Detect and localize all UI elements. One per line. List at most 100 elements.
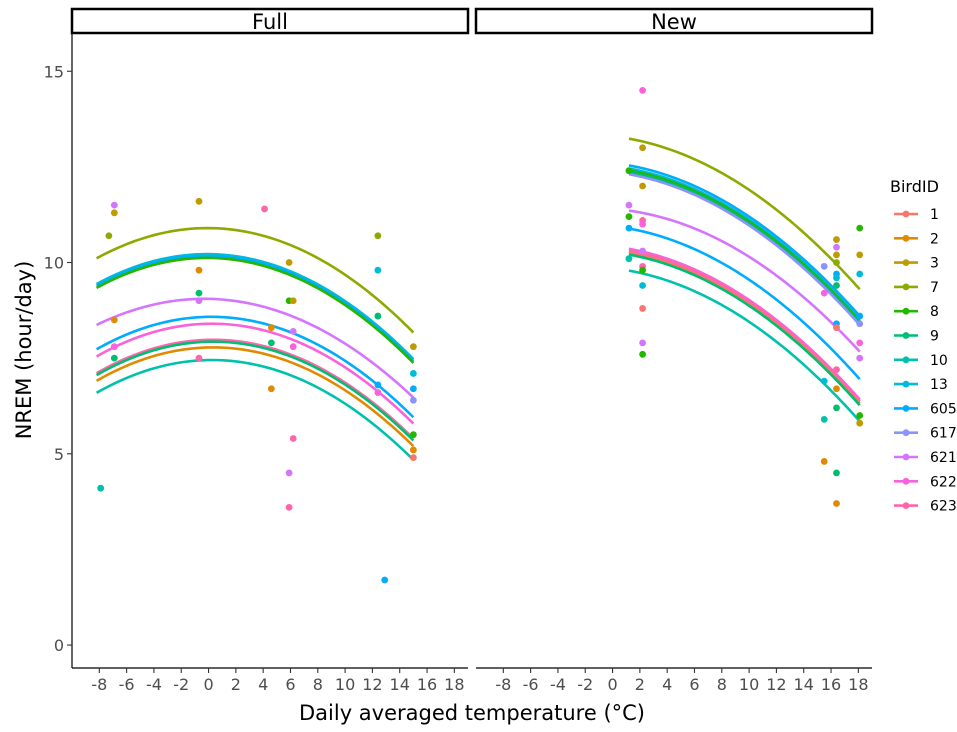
data-point-9: [833, 282, 840, 289]
x-tick-label: 12: [362, 675, 382, 694]
fit-line-605: [628, 227, 861, 381]
data-point-623: [289, 435, 297, 442]
fit-line-13: [95, 252, 415, 361]
x-tick-label: 2: [635, 675, 645, 694]
panel-new: New -8 -6 -4 -2 0 2 4 6 8 10 12 14 16 18: [474, 7, 874, 694]
x-tick-label: -6: [523, 675, 539, 694]
points-full: [97, 197, 417, 584]
data-point-605: [625, 224, 633, 232]
fit-line-9: [628, 253, 861, 407]
data-point-605: [856, 312, 864, 320]
data-point-2: [409, 446, 417, 454]
fit-line-623: [628, 249, 861, 403]
fit-line-13: [628, 167, 861, 321]
data-point-8: [639, 266, 646, 274]
legend-label-605: 605: [930, 401, 957, 417]
data-point-3: [833, 251, 840, 259]
data-point-622: [639, 220, 646, 228]
data-point-2: [110, 316, 118, 324]
data-point-9: [833, 404, 840, 412]
data-point-13: [374, 266, 382, 274]
legend-label-9: 9: [930, 329, 939, 345]
x-tick-label: 14: [390, 675, 410, 694]
fit-line-1: [628, 251, 861, 405]
data-point-623: [285, 503, 293, 511]
data-point-2: [820, 458, 828, 465]
data-point-10: [625, 255, 633, 263]
fit-lines-full: [95, 226, 415, 461]
data-point-622: [110, 343, 118, 351]
data-point-3: [285, 259, 293, 266]
data-point-3: [833, 236, 840, 243]
y-tick-label: 0: [54, 636, 64, 655]
data-point-7: [105, 232, 113, 240]
x-tick-label: 4: [258, 675, 268, 694]
x-tick-label: -8: [495, 675, 511, 694]
legend-key-dot-3: [902, 259, 910, 266]
data-point-8: [639, 350, 646, 358]
x-tick-label: 18: [444, 675, 464, 694]
data-point-3: [639, 182, 646, 190]
panel-title-new: New: [651, 10, 697, 34]
fit-line-10: [95, 358, 415, 461]
legend-key-dot-623: [902, 502, 910, 509]
data-point-621: [639, 247, 646, 255]
fit-line-622: [628, 247, 861, 401]
data-point-8: [856, 412, 864, 419]
fit-line-9: [628, 171, 861, 324]
legend-label-621: 621: [930, 450, 957, 466]
legend-key-dot-617: [902, 429, 910, 437]
data-point-621: [285, 469, 293, 477]
panel-full: Full -8 -6 -4 -2 0 2 4 6 8 10 12 14 16 18: [70, 7, 470, 694]
x-tick-label: 12: [766, 675, 786, 694]
legend-key-dot-10: [902, 356, 910, 364]
data-point-7: [374, 232, 382, 240]
data-point-7: [833, 259, 840, 266]
fit-line-7: [628, 137, 861, 291]
data-point-9: [374, 312, 382, 320]
x-tick-label: 18: [848, 675, 868, 694]
fit-line-605: [95, 254, 415, 362]
data-point-621: [856, 354, 864, 362]
data-point-9: [110, 354, 118, 362]
fit-line-9: [95, 340, 415, 442]
y-tick-label: 10: [44, 254, 64, 273]
x-tick-label: 10: [739, 675, 759, 694]
data-point-621: [625, 201, 633, 209]
panel-title-full: Full: [252, 10, 288, 34]
fit-line-8: [628, 169, 861, 322]
y-tick-label: 5: [54, 445, 64, 464]
legend-label-622: 622: [930, 474, 957, 490]
x-tick-label: -6: [119, 675, 135, 694]
data-point-3: [195, 197, 203, 205]
data-point-9: [267, 339, 275, 347]
data-point-605: [381, 576, 389, 584]
data-point-2: [267, 324, 275, 331]
x-tick-label: 6: [285, 675, 295, 694]
legend-items: 1 2 3 7 8 9 10 13 605 617 621 622 623: [894, 207, 957, 515]
data-point-13: [856, 270, 864, 278]
legend-key-dot-1: [902, 210, 910, 218]
data-point-621: [289, 327, 297, 335]
legend-label-617: 617: [930, 426, 957, 442]
x-tick-label: 0: [203, 675, 213, 694]
data-point-13: [409, 370, 417, 377]
fit-line-2: [95, 346, 415, 448]
fit-line-622: [95, 322, 415, 425]
data-point-10: [820, 415, 828, 423]
x-tick-label: 4: [662, 675, 672, 694]
data-point-621: [639, 339, 646, 347]
data-point-2: [267, 385, 275, 393]
legend-label-2: 2: [930, 231, 939, 247]
y-axis: 0 5 10 15: [44, 33, 73, 668]
data-point-8: [625, 167, 633, 175]
fit-line-617: [628, 172, 861, 326]
x-tick-label: 16: [821, 675, 841, 694]
legend-key-dot-13: [902, 380, 910, 388]
x-axis-title: Daily averaged temperature (°C): [299, 701, 645, 725]
legend-title: BirdID: [890, 177, 939, 196]
x-tick-label: -4: [146, 675, 162, 694]
data-point-621: [833, 243, 840, 251]
x-tick-label: 6: [689, 675, 699, 694]
data-point-2: [833, 500, 840, 507]
